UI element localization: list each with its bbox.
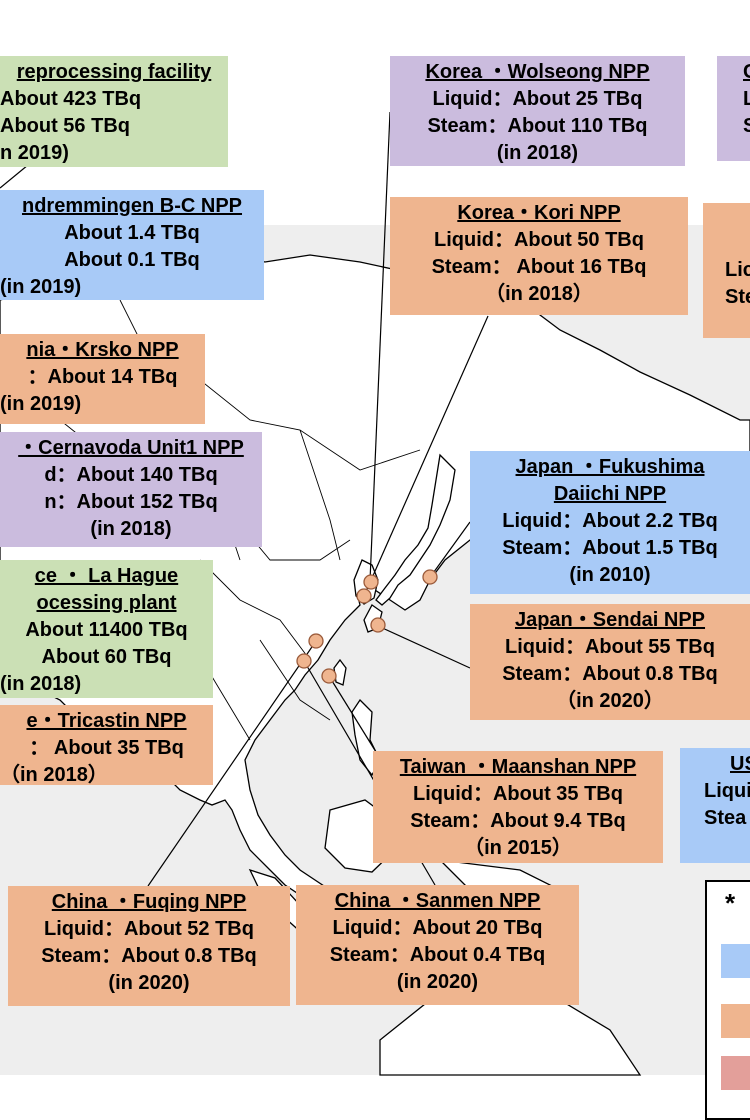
box-right-cropped: Lic Ste [703, 203, 750, 338]
box-steam: About 60 TBq [41, 646, 172, 668]
box-topright-cropped: C L S [717, 56, 750, 161]
box-title: Japan ・Fukushima [515, 456, 705, 478]
box-liquid: ：About 14 TBq [27, 366, 178, 388]
legend-asterisk: * [725, 888, 736, 918]
box-year: (in 2010) [569, 564, 651, 586]
box-title: Japan・Sendai NPP [514, 609, 706, 631]
box-year: (in 2020) [108, 972, 190, 994]
leader-kori [363, 315, 489, 597]
marker-fukushima [422, 569, 438, 585]
box-fukushima: Japan ・Fukushima Daiichi NPP Liquid：Abou… [470, 451, 750, 594]
box-sanmen: China ・Sanmen NPP Liquid：About 20 TBq St… [296, 885, 579, 1005]
box-tricastin: e・Tricastin NPP ： About 35 TBq （in 2018） [0, 705, 213, 785]
marker-maanshan [321, 668, 337, 684]
box-steam: Stea [704, 807, 747, 829]
box-liquid: Liquid：About 50 TBq [434, 229, 644, 251]
box-liquid: Liqui [704, 780, 750, 802]
leader-maanshan [328, 675, 377, 753]
box-title: reprocessing facility [16, 61, 212, 83]
box-steam: Steam：About 110 TBq [427, 115, 648, 137]
box-usa-cropped: US Liqui Stea [680, 748, 750, 863]
box-title: ndremmingen B-C NPP [21, 195, 243, 217]
box-liquid: About 1.4 TBq [64, 222, 200, 244]
box-steam: Steam：About 0.8 TBq [502, 663, 718, 685]
box-fuqing: China ・Fuqing NPP Liquid：About 52 TBq St… [8, 886, 290, 1006]
box-steam: Steam：About 0.8 TBq [41, 945, 257, 967]
box-wolseong: Korea ・Wolseong NPP Liquid：About 25 TBq … [390, 56, 685, 166]
box-cernavoda: ・Cernavoda Unit1 NPP d：About 140 TBq n：A… [0, 432, 262, 547]
leader-fukushima [430, 521, 471, 577]
box-liquid: About 423 TBq [0, 88, 142, 110]
box-liquid: Liquid：About 52 TBq [44, 918, 254, 940]
box-year: n 2019) [0, 142, 69, 164]
box-year: (in 2019) [0, 276, 82, 298]
box-liquid: Liquid：About 55 TBq [505, 636, 715, 658]
box-title: Korea・Kori NPP [457, 202, 621, 224]
box-kori: Korea・Kori NPP Liquid：About 50 TBq Steam… [390, 197, 688, 315]
box-liquid: Liquid：About 25 TBq [432, 88, 643, 110]
box-title: Taiwan ・Maanshan NPP [399, 756, 637, 778]
box-title: ・Cernavoda Unit1 NPP [18, 437, 244, 459]
box-title: nia・Krsko NPP [26, 339, 179, 361]
box-liquid: ： About 35 TBq [29, 737, 184, 759]
box-steam: Steam：About 9.4 TBq [410, 810, 626, 832]
box-title: C [743, 59, 750, 86]
box-liquid: Liquid：About 20 TBq [332, 917, 543, 939]
box-maanshan: Taiwan ・Maanshan NPP Liquid：About 35 TBq… [373, 751, 663, 863]
legend-box: * [705, 880, 750, 1120]
box-reprocessing-facility: reprocessing facility About 423 TBq Abou… [0, 56, 228, 167]
leader-wolseong [369, 111, 391, 582]
box-steam: n：About 152 TBq [44, 491, 218, 513]
box-gundremmingen: ndremmingen B-C NPP About 1.4 TBq About … [0, 190, 264, 300]
marker-kori [356, 588, 372, 604]
box-steam: Steam：About 0.4 TBq [329, 944, 546, 966]
box-title: China ・Sanmen NPP [334, 890, 541, 912]
box-la-hague: ce ・ La Hague ocessing plant About 11400… [0, 560, 213, 698]
japan-honshu [375, 453, 456, 606]
box-liquid: Liquid：About 2.2 TBq [502, 510, 718, 532]
box-steam: Ste [725, 286, 750, 308]
box-year: （in 2018） [485, 283, 593, 305]
box-liquid: L [743, 88, 750, 110]
npp-markers [296, 569, 438, 684]
box-steam: S [743, 115, 750, 137]
marker-sendai [370, 617, 386, 633]
box-title: US [730, 753, 750, 775]
box-sendai: Japan・Sendai NPP Liquid：About 55 TBq Ste… [470, 604, 750, 720]
legend-swatch-blue [721, 944, 750, 978]
box-year: (in 2019) [0, 393, 82, 415]
box-year: （in 2018） [0, 764, 108, 785]
box-year: (in 2018) [0, 673, 82, 695]
box-liquid: About 11400 TBq [25, 619, 188, 641]
marker-fuqing [296, 653, 312, 669]
box-steam: Steam： About 16 TBq [431, 256, 647, 278]
box-year: （in 2015） [464, 837, 572, 859]
marker-wolseong [363, 574, 379, 590]
box-steam: About 0.1 TBq [64, 249, 200, 271]
taiwan-island [333, 658, 347, 686]
box-year: (in 2018) [496, 142, 579, 164]
box-title: Korea ・Wolseong NPP [425, 61, 650, 83]
leader-fuqing [147, 640, 317, 887]
leader-sendai [377, 625, 471, 669]
box-liquid: d：About 140 TBq [44, 464, 218, 486]
box-title: China ・Fuqing NPP [51, 891, 247, 913]
box-year: （in 2020） [556, 690, 664, 712]
box-title-line2: Daiichi NPP [553, 483, 667, 505]
marker-sanmen [308, 633, 324, 649]
box-title-line2: ocessing plant [36, 592, 177, 614]
box-liquid: Lic [725, 259, 750, 281]
legend-swatch-red [721, 1056, 750, 1090]
box-steam: Steam：About 1.5 TBq [502, 537, 718, 559]
box-liquid: Liquid：About 35 TBq [413, 783, 623, 805]
legend-swatch-orange [721, 1004, 750, 1038]
leader-reprocessing [0, 164, 29, 189]
box-year: (in 2018) [90, 518, 172, 540]
box-title: e・Tricastin NPP [26, 710, 187, 732]
box-title: ce ・ La Hague [34, 565, 179, 587]
box-year: (in 2020) [396, 971, 479, 993]
box-krsko: nia・Krsko NPP ：About 14 TBq (in 2019) [0, 334, 205, 424]
box-steam: About 56 TBq [0, 115, 130, 137]
